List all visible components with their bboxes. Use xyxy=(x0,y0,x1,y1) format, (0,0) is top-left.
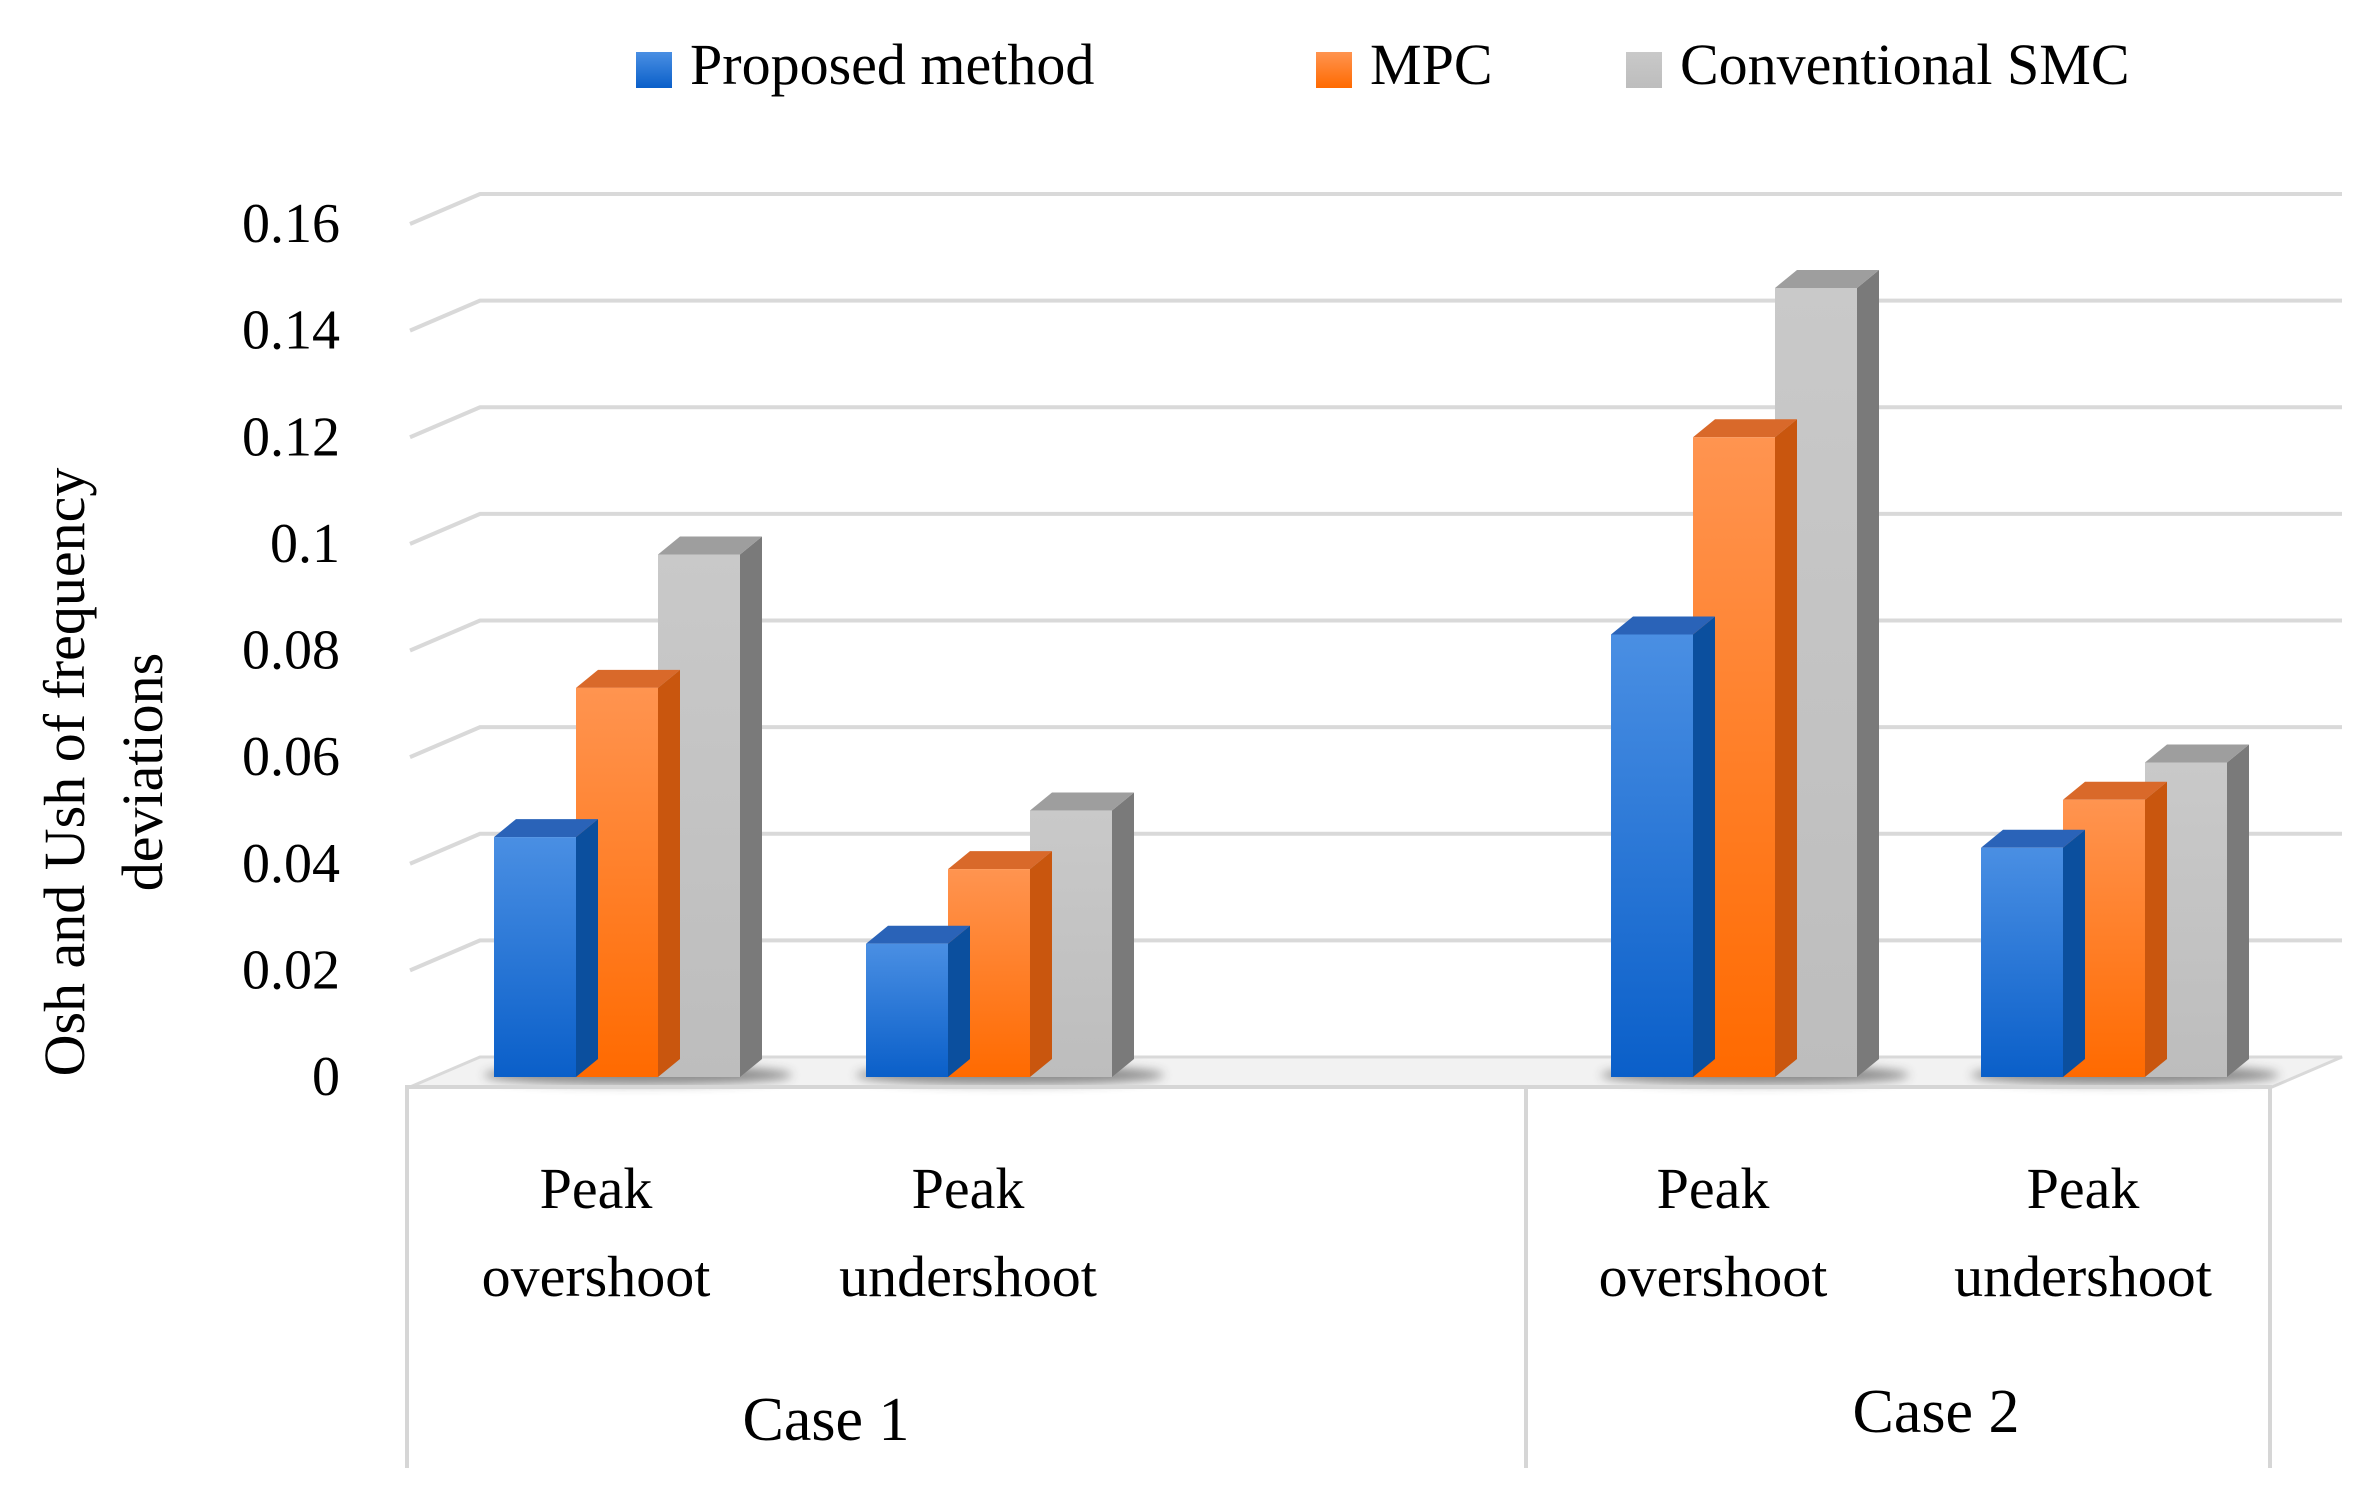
x-tick-label: undershoot xyxy=(839,1244,1097,1309)
bar-side xyxy=(1775,419,1797,1077)
gridline xyxy=(409,405,2342,440)
bar-side xyxy=(576,819,598,1077)
bar-side xyxy=(1112,792,1134,1077)
bar-top xyxy=(2063,781,2167,800)
bar-side xyxy=(2145,781,2167,1077)
legend-label-proposed-method: Proposed method xyxy=(690,32,1094,97)
bar xyxy=(1611,634,1693,1077)
bar-side xyxy=(2063,829,2085,1077)
bar-top xyxy=(1030,792,1134,811)
y-tick-label: 0.02 xyxy=(242,939,340,1001)
y-tick-label: 0.1 xyxy=(270,513,340,575)
gridlines xyxy=(409,192,2342,973)
bars xyxy=(484,269,2279,1085)
legend-label-mpc: MPC xyxy=(1370,32,1493,97)
legend-swatch-mpc xyxy=(1316,52,1352,88)
bar-top xyxy=(948,851,1052,870)
x-tick-label: Peak xyxy=(2027,1156,2140,1221)
legend-swatch-proposed-method xyxy=(636,52,672,88)
bar-top xyxy=(576,669,680,688)
gridline xyxy=(409,192,2342,226)
legend-swatch-conventional-smc xyxy=(1626,52,1662,88)
y-tick-label: 0.08 xyxy=(242,620,340,682)
bar-side xyxy=(1030,851,1052,1077)
y-tick-label: 0 xyxy=(312,1046,340,1108)
bar-top xyxy=(866,925,970,944)
bar-top xyxy=(658,536,762,555)
y-axis-title: Osh and Ush of frequency deviations xyxy=(32,468,175,1077)
bar-side xyxy=(740,536,762,1077)
x-tick-label: overshoot xyxy=(1599,1244,1828,1309)
x-tick-label: overshoot xyxy=(482,1244,711,1309)
bar xyxy=(494,837,576,1077)
gridline xyxy=(409,298,2342,333)
x-tick-label: Peak xyxy=(540,1156,653,1221)
bar-side xyxy=(2227,744,2249,1077)
bar-side xyxy=(658,669,680,1077)
legend: Proposed method MPC Conventional SMC xyxy=(636,32,2130,97)
legend-label-conventional-smc: Conventional SMC xyxy=(1680,32,2130,97)
group-label-case-2: Case 2 xyxy=(1852,1378,2019,1446)
x-axis-labels: Peak overshoot Peak undershoot Peak over… xyxy=(482,1156,2212,1454)
bar-top xyxy=(1693,419,1797,438)
bar-top xyxy=(2145,744,2249,763)
y-axis: 0 0.02 0.04 0.06 0.08 0.1 0.12 0.14 0.16 xyxy=(242,193,340,1108)
x-tick-label: undershoot xyxy=(1954,1244,2212,1309)
x-tick-label: Peak xyxy=(1657,1156,1770,1221)
y-axis-title-line-2: deviations xyxy=(110,653,175,891)
group-label-case-1: Case 1 xyxy=(742,1386,909,1454)
bar-top xyxy=(1611,616,1715,635)
legend-item-mpc[interactable]: MPC xyxy=(1316,32,1493,97)
bar-side xyxy=(1857,269,1879,1078)
y-tick-label: 0.12 xyxy=(242,406,340,468)
bar-top xyxy=(1775,269,1879,288)
bar-top xyxy=(1981,829,2085,848)
bar-side xyxy=(948,925,970,1077)
legend-item-conventional-smc[interactable]: Conventional SMC xyxy=(1626,32,2130,97)
legend-item-proposed-method[interactable]: Proposed method xyxy=(636,32,1094,97)
x-tick-label: Peak xyxy=(912,1156,1025,1221)
y-tick-label: 0.04 xyxy=(242,833,340,895)
bar xyxy=(866,943,948,1077)
bar xyxy=(1981,847,2063,1077)
y-tick-label: 0.14 xyxy=(242,300,340,362)
bar-side xyxy=(1693,616,1715,1077)
bar-top xyxy=(494,819,598,838)
y-tick-label: 0.06 xyxy=(242,726,340,788)
y-axis-title-line-1: Osh and Ush of frequency xyxy=(32,468,97,1077)
y-tick-label: 0.16 xyxy=(242,193,340,255)
x-axis-table xyxy=(405,1085,2272,1468)
